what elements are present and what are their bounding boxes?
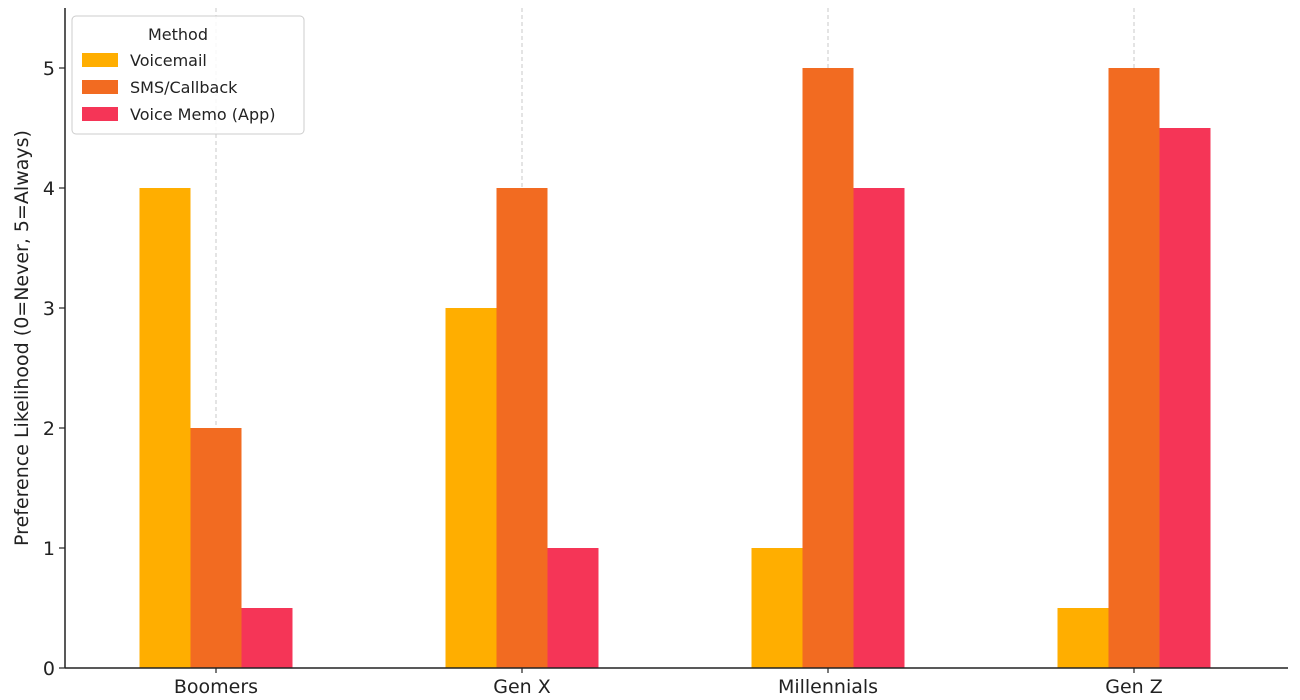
legend-label: Voice Memo (App) — [130, 105, 276, 124]
y-tick-label: 4 — [43, 178, 55, 200]
x-tick-label: Gen Z — [1105, 676, 1163, 698]
legend-label: SMS/Callback — [130, 78, 238, 97]
bars — [139, 68, 1211, 668]
y-tick-label: 1 — [43, 538, 55, 560]
y-axis-title: Preference Likelihood (0=Never, 5=Always… — [11, 130, 33, 546]
y-tick-label: 3 — [43, 298, 55, 320]
axes — [64, 8, 1288, 669]
bar — [496, 188, 548, 668]
bar — [1057, 608, 1109, 668]
y-tick-label: 0 — [43, 658, 55, 680]
legend-box — [71, 15, 305, 135]
bar — [139, 188, 191, 668]
legend-swatch — [82, 80, 118, 94]
bar — [190, 428, 242, 668]
x-ticks: Boomers Gen X Millennials Gen Z — [174, 668, 1163, 698]
gridlines — [215, 8, 1135, 668]
bar — [853, 188, 905, 668]
bar — [241, 608, 293, 668]
bar — [751, 548, 803, 668]
legend-title: Method — [148, 25, 208, 44]
x-tick-label: Boomers — [174, 676, 258, 698]
x-tick-label: Gen X — [493, 676, 551, 698]
legend-swatch — [82, 107, 118, 121]
legend-swatch — [82, 53, 118, 67]
y-tick-label: 5 — [43, 58, 55, 80]
bar — [445, 308, 497, 668]
legend-items: Voicemail SMS/Callback Voice Memo (App) — [82, 51, 276, 124]
x-tick-label: Millennials — [778, 676, 878, 698]
bar — [547, 548, 599, 668]
bar — [1108, 68, 1160, 668]
legend-label: Voicemail — [130, 51, 207, 70]
y-ticks: 0 1 2 3 4 5 — [43, 58, 65, 680]
bar — [1159, 128, 1211, 668]
legend: Method Voicemail SMS/Callback Voice Memo (… — [71, 15, 305, 135]
y-tick-label: 2 — [43, 418, 55, 440]
bar — [802, 68, 854, 668]
